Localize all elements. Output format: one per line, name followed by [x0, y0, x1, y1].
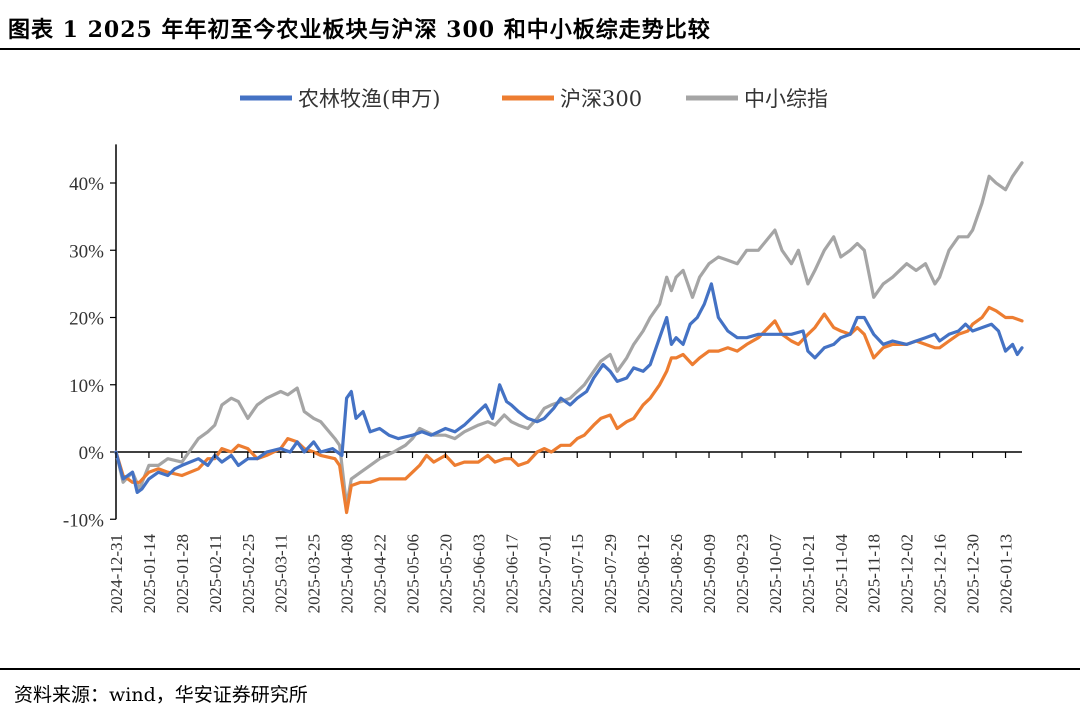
x-tick-label: 2025-09-23 — [733, 534, 752, 613]
x-tick-label: 2025-07-01 — [535, 534, 554, 613]
x-tick-label: 2025-04-22 — [371, 534, 390, 613]
x-tick-label: 2025-06-17 — [502, 534, 521, 614]
y-tick-label: 30% — [69, 241, 104, 262]
figure-title: 图表 1 2025 年年初至今农业板块与沪深 300 和中小板综走势比较 — [8, 17, 711, 43]
x-tick-label: 2025-03-11 — [272, 534, 291, 613]
x-tick-label: 2025-12-30 — [964, 534, 983, 613]
x-tick-label: 2025-07-15 — [568, 534, 587, 613]
figure-footer: 资料来源：wind，华安证券研究所 — [0, 668, 1080, 719]
x-tick-label: 2025-12-16 — [931, 534, 950, 613]
figure-header: 图表 1 2025 年年初至今农业板块与沪深 300 和中小板综走势比较 — [0, 0, 1080, 50]
x-tick-label: 2024-12-31 — [107, 534, 126, 613]
source-note: 资料来源：wind，华安证券研究所 — [14, 684, 308, 706]
x-tick-label: 2025-04-08 — [338, 534, 357, 613]
x-tick-label: 2025-11-18 — [865, 534, 884, 613]
series-lines — [114, 161, 1024, 515]
x-tick-label: 2025-07-29 — [601, 534, 620, 613]
axes — [115, 144, 1022, 520]
legend-label-3: 中小综指 — [744, 87, 828, 111]
y-tick-label: 40% — [69, 174, 104, 195]
y-tick-label: -10% — [63, 510, 104, 531]
chart-legend: 农林牧渔(申万) 沪深300 中小综指 — [240, 87, 828, 111]
x-tick-label: 2025-09-09 — [700, 534, 719, 613]
y-axis-ticks: -10% 0% 10% 20% 30% 40% — [63, 174, 116, 531]
legend-label-2: 沪深300 — [560, 87, 642, 111]
x-tick-label: 2025-05-06 — [404, 534, 423, 613]
x-tick-label: 2025-01-28 — [173, 534, 192, 613]
y-tick-label: 10% — [69, 376, 104, 397]
x-tick-label: 2025-10-21 — [799, 534, 818, 613]
y-tick-label: 0% — [79, 443, 105, 464]
y-tick-label: 20% — [69, 309, 104, 330]
series-line-2 — [114, 305, 1024, 515]
series-line-1 — [114, 282, 1024, 494]
chart-area: 农林牧渔(申万) 沪深300 中小综指 -10% 0% 10% 20% 30% 40% 202… — [63, 87, 1024, 613]
x-tick-label: 2025-03-25 — [305, 534, 324, 613]
x-tick-label: 2025-08-12 — [634, 534, 653, 613]
x-tick-label: 2025-06-03 — [469, 534, 488, 613]
series-line-3 — [114, 161, 1024, 508]
x-tick-label: 2025-02-25 — [239, 534, 258, 613]
x-tick-label: 2025-10-07 — [766, 534, 785, 614]
x-tick-label: 2025-01-14 — [140, 534, 159, 614]
x-tick-label: 2025-05-20 — [436, 534, 455, 613]
x-tick-label: 2025-11-04 — [832, 534, 851, 613]
x-tick-label: 2025-08-26 — [667, 534, 686, 613]
x-tick-label: 2026-01-13 — [997, 534, 1016, 613]
x-axis-ticks: 2024-12-31 2025-01-14 2025-01-28 2025-02-11… — [107, 452, 1016, 613]
x-tick-label: 2025-02-11 — [206, 534, 225, 613]
x-tick-label: 2025-12-02 — [898, 534, 917, 613]
legend-label-1: 农林牧渔(申万) — [298, 87, 440, 111]
